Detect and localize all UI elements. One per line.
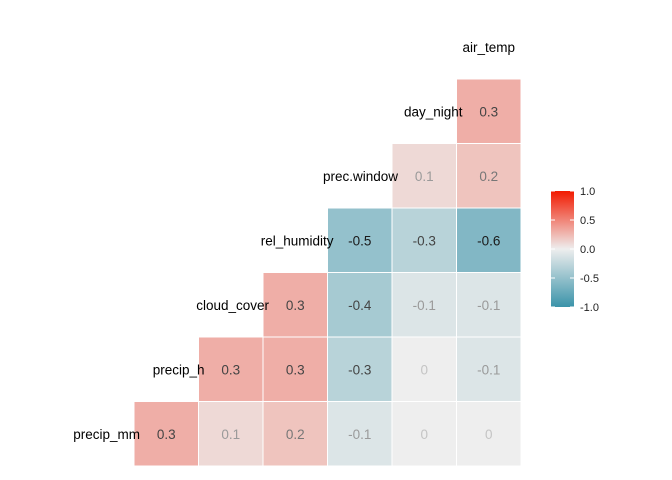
legend-tick-label: -0.5	[580, 273, 599, 285]
color-legend: 1.0 0.5 0.0 -0.5 -1.0	[551, 186, 599, 314]
heatmap-cell-rel_humidity-prec.window	[391, 207, 457, 273]
cell-value-label: -0.6	[477, 233, 500, 248]
heatmap-cell-precip_h-rel_humidity	[327, 336, 393, 402]
heatmap-cell-precip_mm-rel_humidity	[327, 401, 393, 467]
cell-value-label: -0.1	[477, 362, 500, 377]
heatmap-cell-precip_h-precip_h	[198, 336, 264, 402]
variable-label-precip_mm: precip_mm	[73, 427, 140, 442]
legend-tick-label: 0.0	[580, 244, 595, 256]
cell-value-label: 0	[485, 427, 493, 442]
cell-value-label: 0	[420, 362, 428, 377]
heatmap-cell-precip_h-prec.window	[391, 336, 457, 402]
legend-tick-label: 0.5	[580, 215, 595, 227]
heatmap-cell-prec.window-prec.window	[391, 143, 457, 209]
diagonal-labels: precip_mm precip_h cloud_cover rel_humidity…	[73, 40, 515, 442]
heatmap-cell-precip_h-cloud_cover	[262, 336, 328, 402]
cell-value-label: 0.2	[286, 427, 305, 442]
variable-label-cloud_cover: cloud_cover	[196, 298, 269, 313]
cell-value-label: -0.1	[348, 427, 371, 442]
variable-label-day_night: day_night	[404, 104, 463, 119]
heatmap-cell-cloud_cover-day_night	[456, 272, 522, 338]
heatmap-cell-prec.window-day_night	[456, 143, 522, 209]
cell-value-label: -0.3	[348, 362, 371, 377]
heatmap-cell-precip_mm-prec.window	[391, 401, 457, 467]
cell-value-label: 0.3	[221, 362, 240, 377]
variable-label-rel_humidity: rel_humidity	[261, 233, 334, 248]
cell-value-label: 0.3	[286, 298, 305, 313]
heatmap-cell-rel_humidity-rel_humidity	[327, 207, 393, 273]
heatmap-cell-cloud_cover-cloud_cover	[262, 272, 328, 338]
cell-value-label: 0	[420, 427, 428, 442]
cell-value-label: -0.4	[348, 298, 372, 313]
cell-value-label: 0.3	[479, 104, 498, 119]
cell-value-label: 0.3	[286, 362, 305, 377]
heatmap-cell-precip_mm-day_night	[456, 401, 522, 467]
cell-value-label: -0.1	[413, 298, 436, 313]
legend-ticks: 1.0 0.5 0.0 -0.5 -1.0	[551, 186, 599, 314]
cell-value-label: -0.1	[477, 298, 500, 313]
legend-tick-label: -1.0	[580, 302, 599, 314]
heatmap-cell-precip_mm-precip_h	[198, 401, 264, 467]
cell-value-label: 0.1	[415, 169, 434, 184]
variable-label-precip_h: precip_h	[153, 362, 205, 377]
variable-label-prec.window: prec.window	[323, 169, 398, 184]
legend-colorbar	[551, 191, 574, 307]
cell-value-label: 0.1	[221, 427, 240, 442]
cell-value-label: -0.5	[348, 233, 371, 248]
legend-tick-label: 1.0	[580, 186, 595, 198]
heatmap-cell-precip_mm-precip_mm	[133, 401, 199, 467]
cell-value-label: -0.3	[413, 233, 436, 248]
heatmap-cell-precip_h-day_night	[456, 336, 522, 402]
heatmap-cell-day_night-day_night	[456, 78, 522, 144]
heatmap-cells: 0.3 0.1 0.2 -0.1 0 0 0.3 0.3 -0.3 0 -0.1 0.3 -0.4 -0.…	[133, 78, 522, 467]
cell-value-label: 0.2	[479, 169, 498, 184]
cell-value-label: 0.3	[157, 427, 176, 442]
variable-label-air_temp: air_temp	[462, 40, 515, 55]
heatmap-cell-rel_humidity-day_night	[456, 207, 522, 273]
heatmap-cell-cloud_cover-rel_humidity	[327, 272, 393, 338]
